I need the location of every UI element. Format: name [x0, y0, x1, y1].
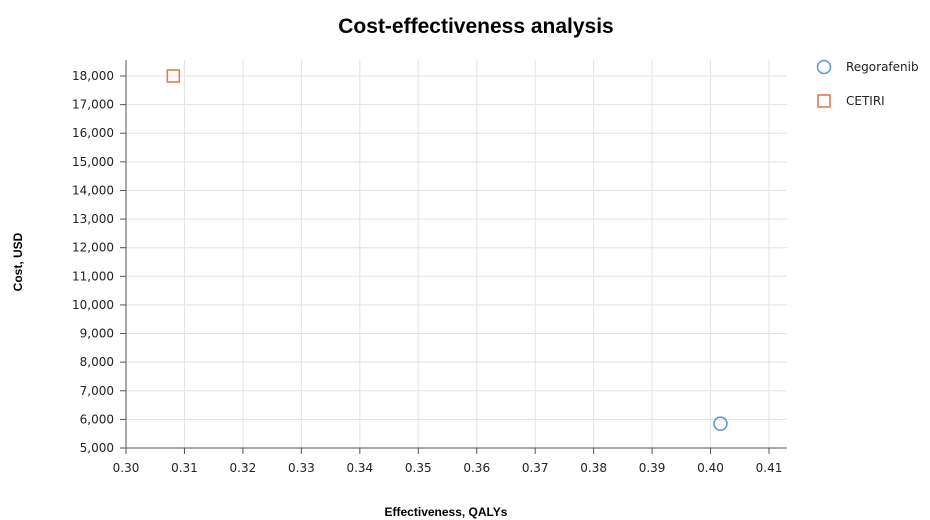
- x-axis-title: Effectiveness, QALYs: [385, 505, 508, 519]
- y-tick-label: 7,000: [80, 384, 114, 398]
- y-tick-label: 15,000: [72, 155, 114, 169]
- x-tick-label: 0.37: [522, 461, 549, 475]
- y-axis-title: Cost, USD: [11, 232, 25, 291]
- x-tick-label: 0.41: [756, 461, 783, 475]
- y-tick-label: 17,000: [72, 98, 114, 112]
- y-tick-label: 9,000: [80, 327, 114, 341]
- x-tick-label: 0.30: [113, 461, 140, 475]
- y-tick-label: 16,000: [72, 126, 114, 140]
- x-tick-label: 0.36: [463, 461, 490, 475]
- x-tick-label: 0.33: [288, 461, 315, 475]
- y-tick-label: 8,000: [80, 355, 114, 369]
- x-tick-label: 0.35: [405, 461, 432, 475]
- grid: [125, 60, 787, 449]
- y-tick-label: 12,000: [72, 241, 114, 255]
- legend-marker-circle: [816, 59, 832, 75]
- y-tick-label: 11,000: [72, 269, 114, 283]
- x-tick-label: 0.32: [230, 461, 257, 475]
- legend-label: CETIRI: [846, 94, 885, 108]
- y-tick-label: 13,000: [72, 212, 114, 226]
- x-tick-label: 0.40: [697, 461, 724, 475]
- point-cetiri: [166, 69, 181, 83]
- legend-marker-square: [817, 94, 831, 108]
- data-points: [166, 69, 728, 431]
- x-tick-label: 0.39: [639, 461, 666, 475]
- y-tick-label: 6,000: [80, 412, 114, 426]
- x-tick-label: 0.34: [346, 461, 373, 475]
- y-tick-label: 5,000: [80, 441, 114, 455]
- y-tick-label: 14,000: [72, 183, 114, 197]
- legend-label: Regorafenib: [846, 60, 919, 74]
- x-tick-label: 0.38: [580, 461, 607, 475]
- legend: Regorafenib CETIRI: [816, 59, 919, 108]
- x-tick-label: 0.31: [171, 461, 198, 475]
- y-tick-label: 10,000: [72, 298, 114, 312]
- y-tick-label: 18,000: [72, 69, 114, 83]
- axes: 0.30 0.31 0.32 0.33 0.34 0.35 0.36 0.37 0.38 0.39…: [72, 60, 787, 475]
- point-regorafenib: [713, 416, 728, 431]
- chart-title: Cost-effectiveness analysis: [338, 15, 613, 38]
